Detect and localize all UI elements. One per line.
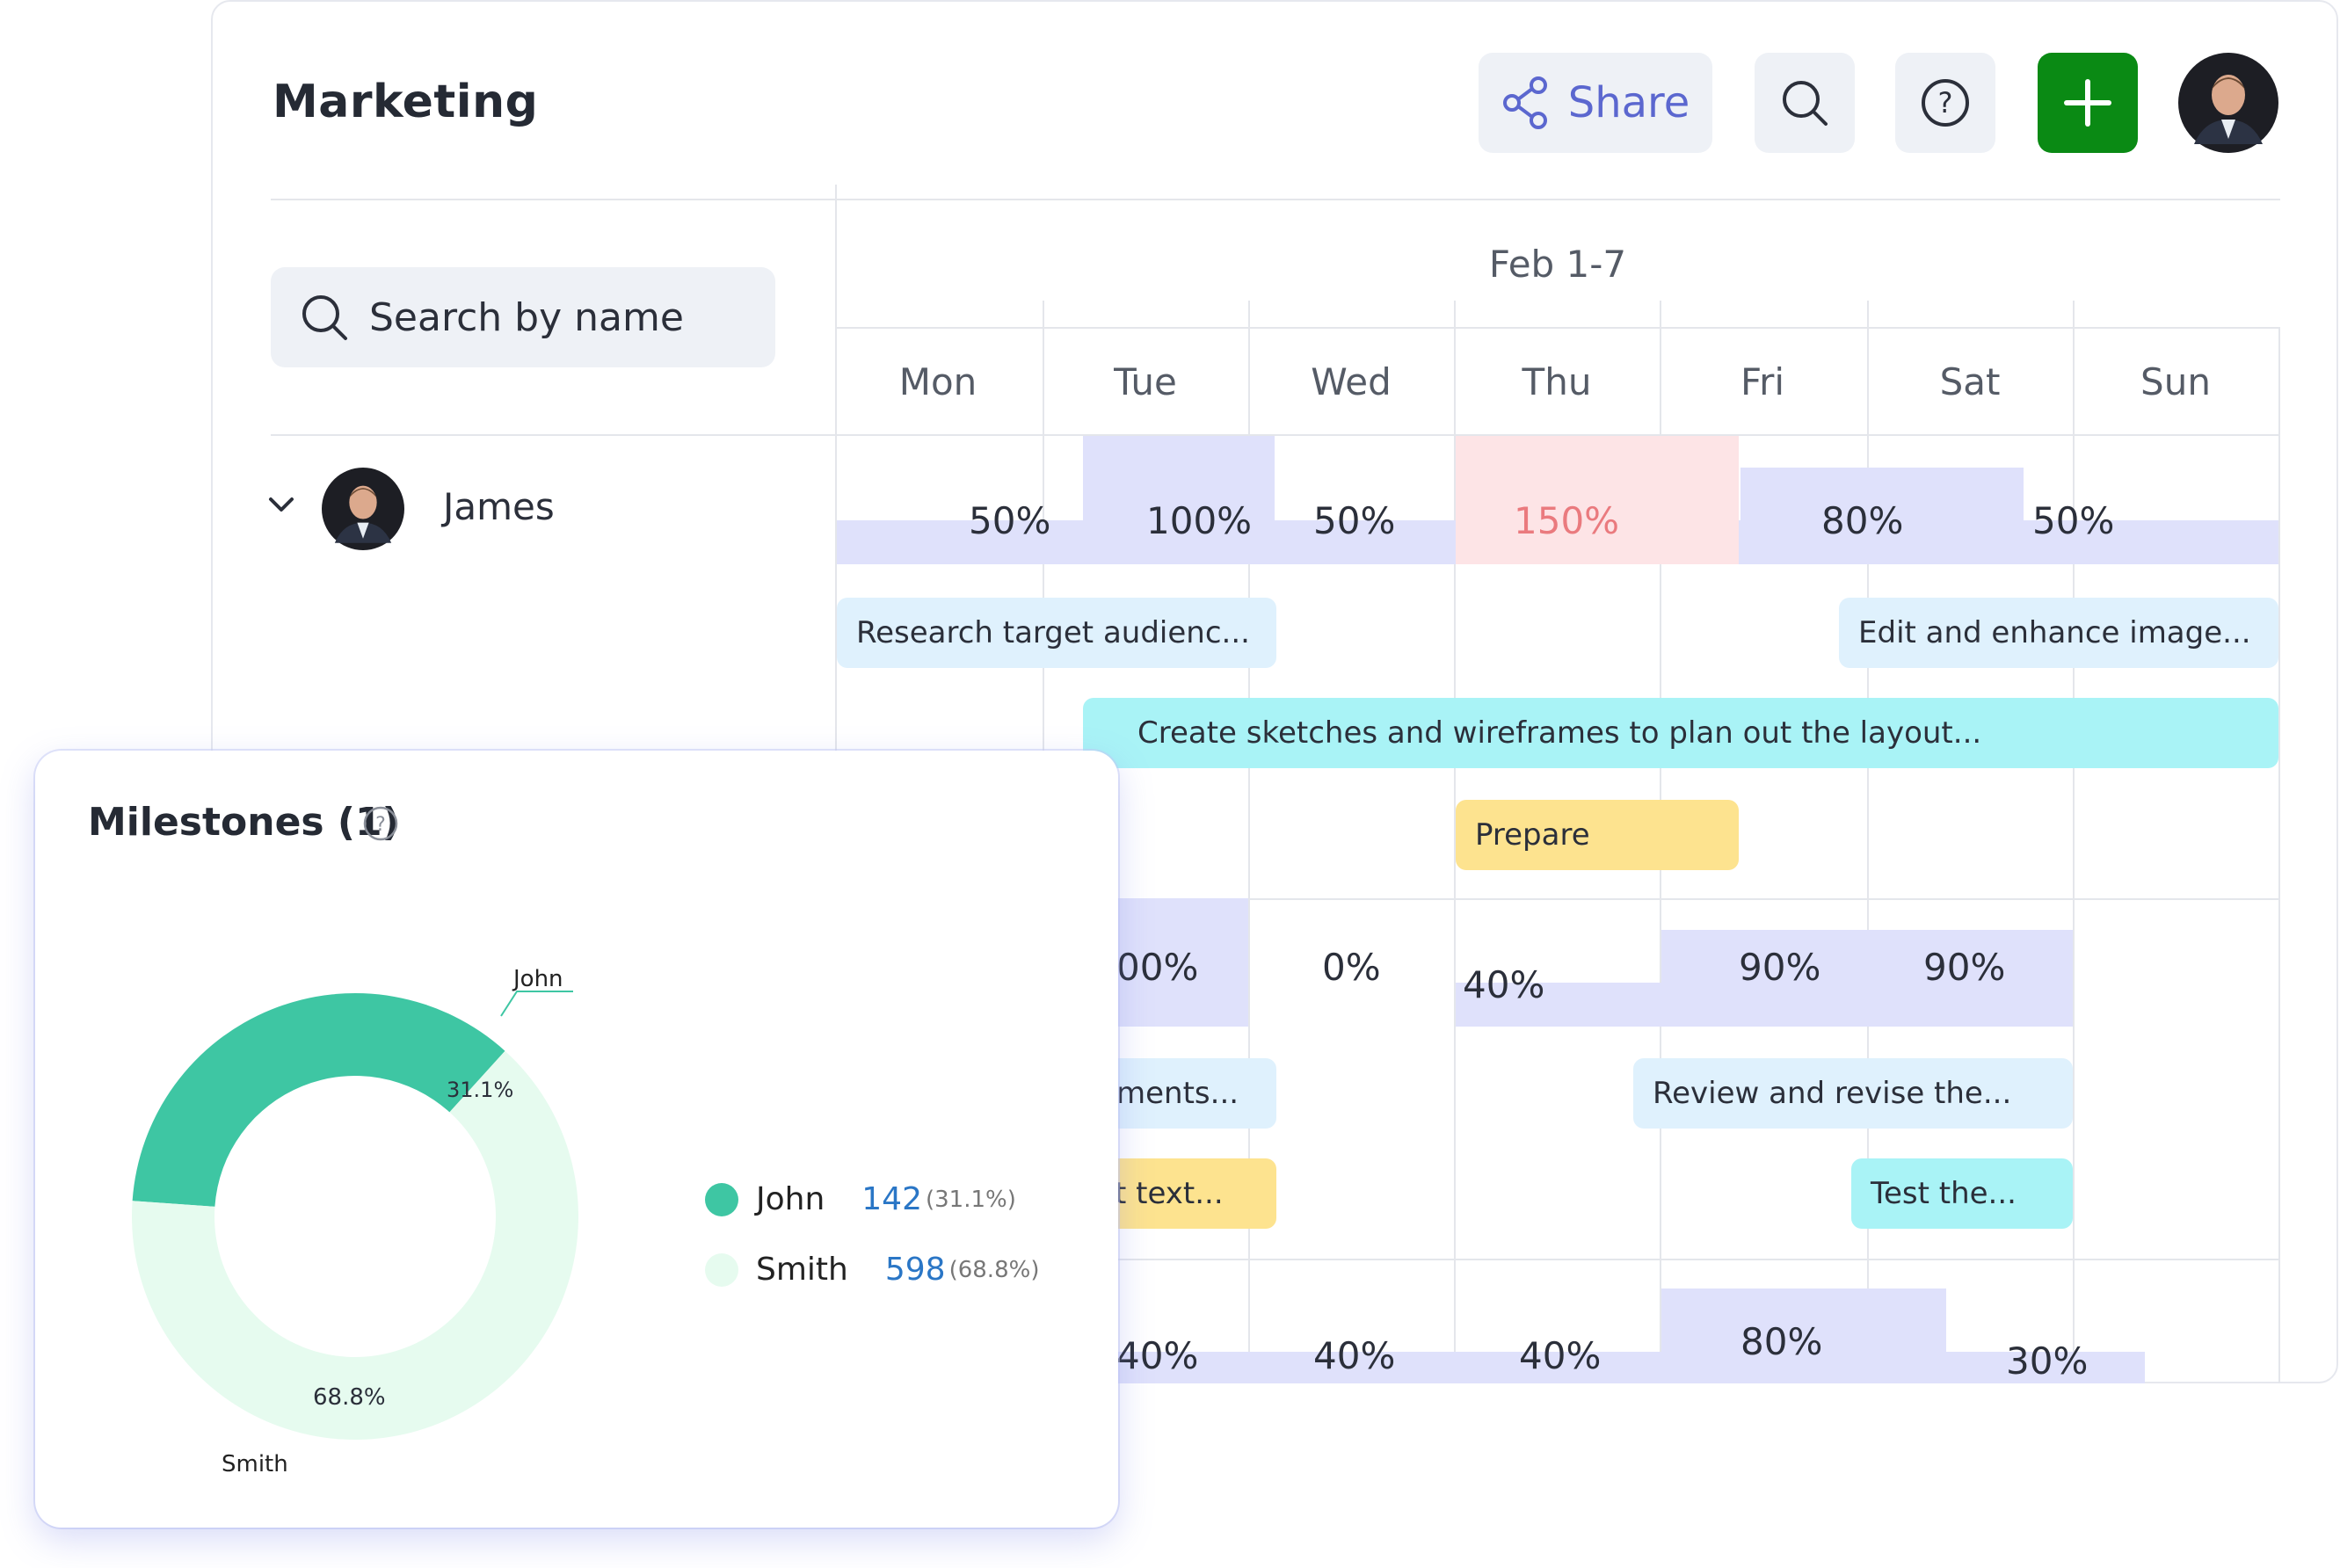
slice-pct-smith: 68.8% — [313, 1384, 386, 1411]
day-header-mon: Mon — [898, 360, 977, 403]
capacity-percent: 80% — [1821, 499, 1904, 542]
capacity-percent: 100% — [1146, 499, 1253, 542]
task-bar[interactable]: Test the... — [1851, 1158, 2073, 1229]
capacity-percent: 40% — [1313, 1334, 1396, 1377]
capacity-percent: 30% — [2006, 1339, 2089, 1383]
legend-item-smith: Smith 598 (68.8%) — [705, 1252, 1039, 1288]
milestones-title: Milestones (1) — [88, 800, 400, 845]
capacity-bar — [1661, 930, 2073, 1027]
capacity-percent: 50% — [2032, 499, 2115, 542]
add-button[interactable] — [2038, 53, 2138, 153]
legend-swatch — [705, 1252, 738, 1287]
legend-value: 598 — [884, 1252, 946, 1288]
legend-percent: (31.1%) — [926, 1186, 1016, 1213]
plus-icon — [2064, 79, 2111, 127]
legend-item-john: John 142 (31.1%) — [705, 1181, 1016, 1217]
search-button[interactable] — [1755, 53, 1855, 153]
expand-chevron-icon[interactable] — [264, 492, 299, 522]
search-input[interactable]: Search by name — [271, 267, 775, 367]
day-header-sun: Sun — [2140, 360, 2211, 403]
user-avatar[interactable] — [2178, 53, 2278, 153]
chart-label-john: John — [512, 966, 563, 992]
svg-text:?: ? — [1938, 86, 1953, 120]
capacity-bar — [1740, 468, 2024, 564]
week-label: Feb 1-7 — [1488, 243, 1627, 286]
donut-chart: John 31.1% 68.8% Smith — [131, 966, 578, 1477]
milestones-card: Milestones (1) ? John 31.1% 68.8% Smith … — [35, 751, 1118, 1528]
legend-percent: (68.8%) — [948, 1256, 1040, 1283]
task-bar[interactable]: Review and revise the... — [1633, 1058, 2073, 1129]
chart-label-smith: Smith — [222, 1451, 288, 1477]
capacity-percent: 40% — [1519, 1334, 1602, 1377]
share-icon — [1502, 76, 1547, 129]
legend-name: Smith — [756, 1252, 848, 1288]
day-header-tue: Tue — [1114, 360, 1177, 403]
share-label: Share — [1567, 78, 1690, 127]
capacity-percent: 0% — [1322, 946, 1381, 989]
capacity-percent: 00% — [1116, 946, 1199, 989]
capacity-percent: 80% — [1740, 1320, 1823, 1363]
page-title: Marketing — [273, 76, 539, 128]
capacity-percent: 90% — [1923, 946, 2006, 989]
day-header-wed: Wed — [1311, 360, 1392, 403]
capacity-percent: 40% — [1463, 963, 1545, 1006]
capacity-percent: 150% — [1514, 499, 1620, 542]
donut-slice-john[interactable] — [132, 993, 505, 1207]
capacity-baseline — [1090, 1352, 2145, 1383]
help-icon[interactable]: ? — [362, 805, 399, 846]
slice-pct-john: 31.1% — [447, 1078, 513, 1102]
task-bar[interactable]: t text... — [1090, 1158, 1276, 1229]
task-bar[interactable]: Create sketches and wireframes to plan o… — [1083, 698, 2278, 768]
capacity-bar-overload — [1456, 436, 1739, 564]
legend-swatch — [705, 1182, 738, 1216]
search-icon — [1783, 81, 1828, 126]
leader-line-john — [500, 991, 573, 1017]
search-placeholder: Search by name — [369, 294, 684, 340]
day-header-thu: Thu — [1522, 360, 1592, 403]
svg-text:?: ? — [375, 814, 386, 836]
donut-slice-smith[interactable] — [131, 1050, 578, 1440]
capacity-bar — [1083, 436, 1275, 564]
capacity-percent: 90% — [1739, 946, 1821, 989]
legend-value: 142 — [861, 1181, 922, 1217]
share-button[interactable]: Share — [1479, 53, 1712, 153]
help-button[interactable]: ? — [1895, 53, 1995, 153]
task-bar[interactable]: Edit and enhance image... — [1839, 598, 2278, 668]
capacity-percent: 50% — [969, 499, 1051, 542]
task-bar[interactable]: ments... — [1090, 1058, 1276, 1129]
person-name: James — [443, 485, 555, 528]
task-bar[interactable]: Research target audienc... — [837, 598, 1276, 668]
search-icon — [302, 295, 347, 340]
day-header-fri: Fri — [1740, 360, 1785, 403]
task-bar[interactable]: Prepare — [1456, 800, 1739, 870]
help-icon: ? — [1922, 79, 1969, 127]
avatar — [322, 468, 404, 550]
legend-name: John — [756, 1181, 825, 1217]
capacity-percent: 40% — [1116, 1334, 1199, 1377]
day-header-sat: Sat — [1939, 360, 2001, 403]
capacity-percent: 50% — [1313, 499, 1396, 542]
capacity-bar — [1661, 1289, 1946, 1383]
